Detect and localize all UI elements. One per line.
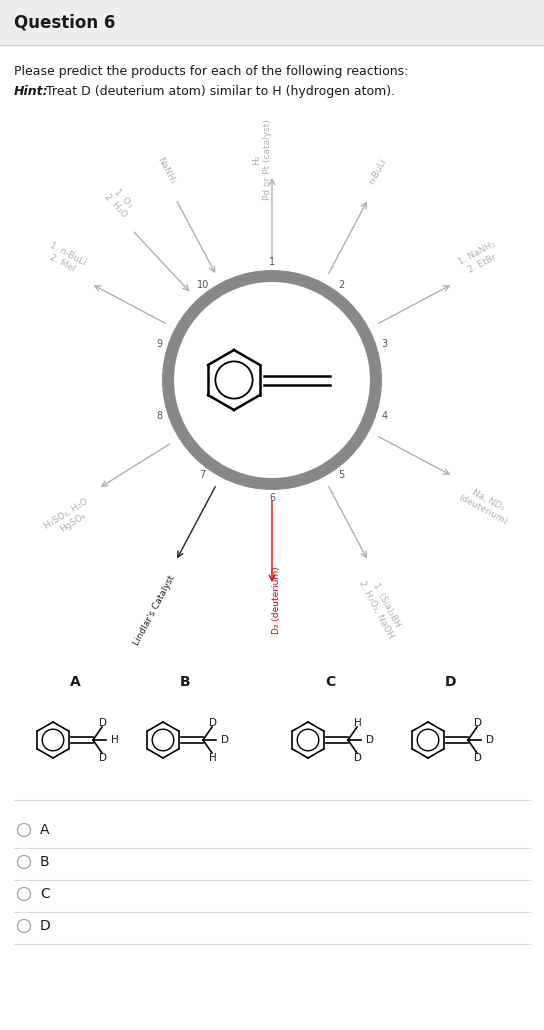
Text: D₂ (deuterium): D₂ (deuterium) <box>272 566 281 633</box>
Circle shape <box>174 282 370 478</box>
Text: 8: 8 <box>157 411 163 421</box>
Text: D: D <box>209 718 217 728</box>
Text: C: C <box>325 675 335 689</box>
Text: 1. n-BuLi
2. MeI: 1. n-BuLi 2. MeI <box>43 240 87 277</box>
Text: D: D <box>99 718 107 728</box>
Text: D: D <box>40 919 51 933</box>
Text: 1. (Sia)₂BH
2. H₂O₂, NaOH: 1. (Sia)₂BH 2. H₂O₂, NaOH <box>357 575 405 641</box>
Text: H₂SO₄, H₂O
HgSO₄: H₂SO₄, H₂O HgSO₄ <box>43 496 96 540</box>
Text: Hint:: Hint: <box>14 85 48 98</box>
Text: C: C <box>40 887 50 901</box>
Text: 7: 7 <box>200 471 206 480</box>
Text: B: B <box>40 855 50 869</box>
Text: D: D <box>99 753 107 763</box>
Text: Lindlar's Catalyst: Lindlar's Catalyst <box>132 575 177 648</box>
Text: D: D <box>444 675 456 689</box>
Text: B: B <box>180 675 190 689</box>
Text: A: A <box>70 675 81 689</box>
Text: H: H <box>354 718 362 728</box>
Circle shape <box>162 270 382 490</box>
Text: 2: 2 <box>338 279 344 289</box>
Bar <box>0 0 544 45</box>
Text: 9: 9 <box>157 339 163 348</box>
Text: Na, ND₃
(deuterium): Na, ND₃ (deuterium) <box>457 483 514 526</box>
Text: 6: 6 <box>269 493 275 503</box>
Text: D: D <box>474 753 482 763</box>
Text: 10: 10 <box>196 279 209 289</box>
Text: 1: 1 <box>269 258 275 267</box>
Text: 4: 4 <box>381 411 387 421</box>
Text: 1. O₃
2. H₂O: 1. O₃ 2. H₂O <box>102 184 137 219</box>
Text: H: H <box>209 753 217 763</box>
Text: D: D <box>354 753 362 763</box>
Text: Question 6: Question 6 <box>14 14 115 32</box>
Text: A: A <box>40 823 50 837</box>
Text: D: D <box>486 735 494 745</box>
Text: Treat D (deuterium atom) similar to H (hydrogen atom).: Treat D (deuterium atom) similar to H (h… <box>42 85 395 98</box>
Text: 3: 3 <box>381 339 387 348</box>
Text: D: D <box>221 735 229 745</box>
Text: NaNH₂: NaNH₂ <box>155 156 177 185</box>
Text: H: H <box>111 735 119 745</box>
Text: D: D <box>474 718 482 728</box>
Text: 1. NaNH₂
2. EtBr: 1. NaNH₂ 2. EtBr <box>457 240 502 277</box>
Text: n-BuLi: n-BuLi <box>367 157 388 185</box>
Text: 5: 5 <box>338 471 344 480</box>
Text: H₂
Pd or Pt (catalyst): H₂ Pd or Pt (catalyst) <box>252 119 272 201</box>
Text: D: D <box>366 735 374 745</box>
Text: Please predict the products for each of the following reactions:: Please predict the products for each of … <box>14 65 409 78</box>
